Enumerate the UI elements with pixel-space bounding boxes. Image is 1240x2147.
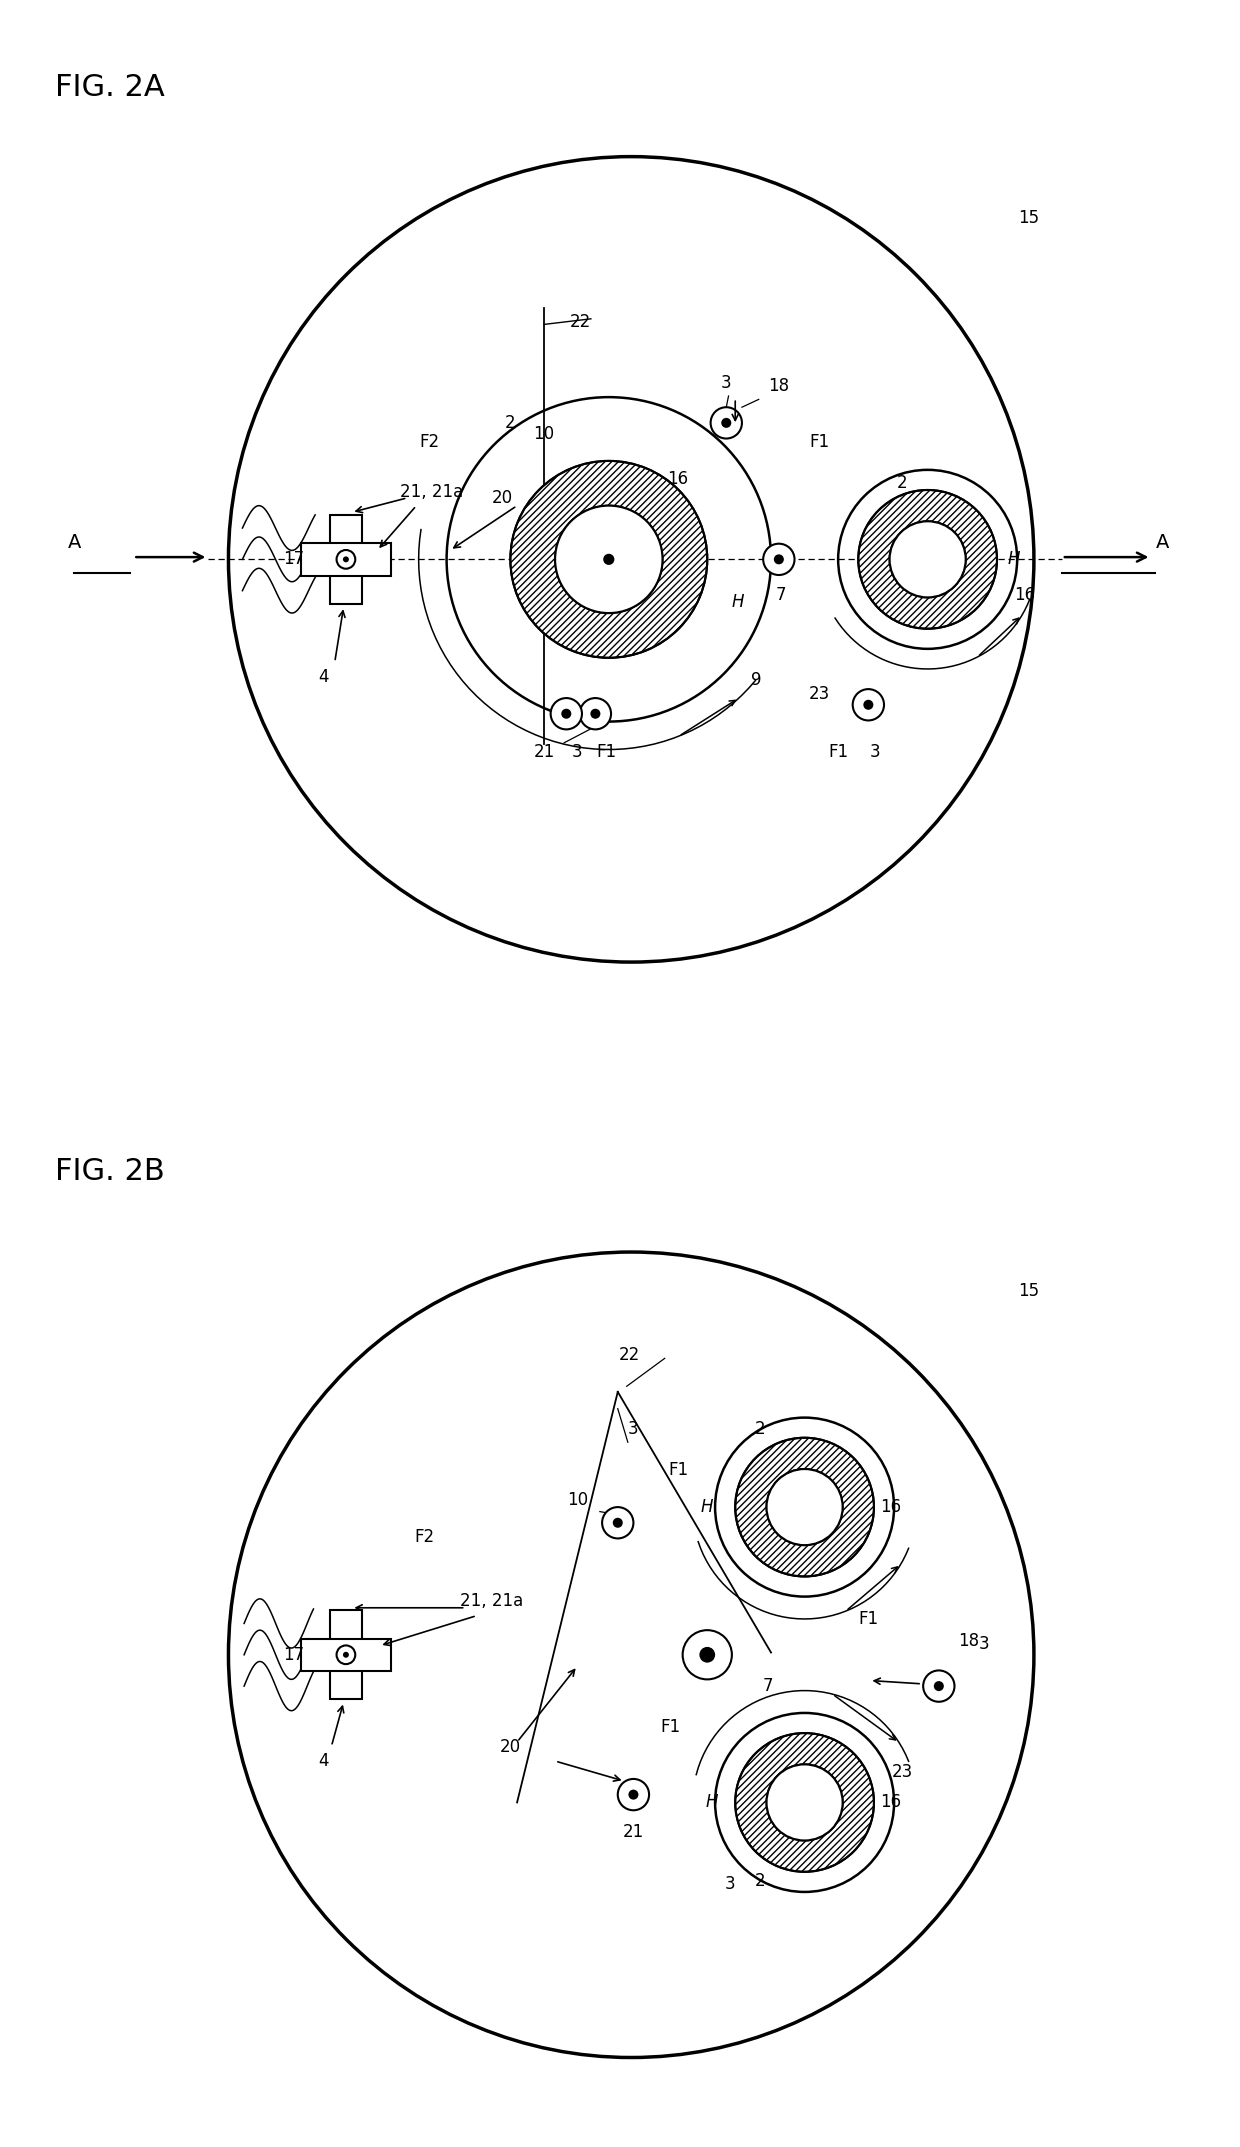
Text: 23: 23 [808, 685, 830, 702]
Text: H: H [1008, 550, 1021, 569]
Text: 2: 2 [505, 414, 516, 432]
Text: F2: F2 [420, 434, 440, 451]
Text: 3: 3 [720, 374, 732, 391]
Bar [301, 1638, 391, 1670]
Circle shape [889, 522, 966, 597]
Text: 21: 21 [533, 743, 554, 760]
Bar [330, 1610, 362, 1700]
Text: 21, 21a: 21, 21a [401, 483, 464, 500]
Circle shape [711, 408, 742, 438]
Circle shape [562, 709, 572, 719]
Text: F1: F1 [858, 1610, 878, 1627]
Text: F1: F1 [808, 434, 830, 451]
Text: 2: 2 [897, 474, 908, 492]
Text: FIG. 2A: FIG. 2A [55, 73, 165, 101]
Text: 3: 3 [724, 1874, 735, 1894]
Circle shape [336, 1645, 356, 1664]
Circle shape [590, 709, 600, 719]
Text: 4: 4 [319, 668, 329, 685]
Circle shape [603, 554, 614, 565]
Circle shape [853, 689, 884, 721]
Text: F2: F2 [414, 1529, 434, 1546]
Text: 16: 16 [667, 470, 688, 487]
Circle shape [774, 554, 784, 565]
Text: 21, 21a: 21, 21a [460, 1593, 523, 1610]
Text: 9: 9 [751, 672, 761, 689]
Circle shape [603, 1507, 634, 1539]
Circle shape [934, 1681, 944, 1692]
Bar [330, 515, 362, 603]
Text: 3: 3 [869, 743, 880, 760]
Circle shape [863, 700, 873, 711]
Text: H: H [706, 1793, 718, 1812]
Text: 10: 10 [567, 1492, 588, 1509]
Text: 22: 22 [619, 1346, 640, 1363]
Text: F1: F1 [668, 1462, 688, 1479]
Text: 22: 22 [570, 313, 591, 331]
Circle shape [763, 543, 795, 575]
Text: 16: 16 [1014, 586, 1035, 603]
Circle shape [556, 507, 662, 614]
Circle shape [336, 550, 356, 569]
Text: 7: 7 [763, 1677, 773, 1696]
Circle shape [766, 1469, 843, 1546]
Circle shape [551, 698, 582, 730]
Text: 16: 16 [880, 1499, 901, 1516]
Text: A: A [67, 532, 81, 552]
Circle shape [683, 1630, 732, 1679]
Text: 3: 3 [978, 1634, 988, 1653]
Text: 10: 10 [533, 425, 554, 442]
Circle shape [343, 556, 348, 563]
Text: 18: 18 [769, 378, 790, 395]
Text: H: H [701, 1499, 713, 1516]
Circle shape [580, 698, 611, 730]
Circle shape [343, 1651, 348, 1657]
Text: 3: 3 [572, 743, 583, 760]
Text: FIG. 2B: FIG. 2B [55, 1157, 165, 1185]
Text: 23: 23 [892, 1763, 913, 1782]
Circle shape [699, 1647, 715, 1662]
Circle shape [618, 1780, 649, 1810]
Text: H: H [732, 593, 744, 612]
Text: 21: 21 [622, 1823, 644, 1840]
Circle shape [613, 1518, 622, 1529]
Bar [301, 543, 391, 575]
Text: F1: F1 [828, 743, 848, 760]
Text: 4: 4 [319, 1752, 329, 1769]
Text: 15: 15 [1018, 1282, 1039, 1301]
Circle shape [629, 1791, 639, 1799]
Text: 2: 2 [754, 1419, 765, 1438]
Text: 20: 20 [500, 1737, 521, 1756]
Circle shape [766, 1765, 843, 1840]
Text: 17: 17 [283, 550, 304, 569]
Text: F1: F1 [596, 743, 616, 760]
Text: 16: 16 [880, 1793, 901, 1812]
Text: 18: 18 [959, 1632, 980, 1651]
Text: 17: 17 [283, 1647, 304, 1664]
Text: 7: 7 [776, 586, 786, 603]
Text: 20: 20 [492, 490, 513, 507]
Text: F1: F1 [660, 1718, 681, 1737]
Text: 15: 15 [1018, 208, 1039, 228]
Text: 2: 2 [754, 1872, 765, 1889]
Circle shape [722, 419, 732, 427]
Text: A: A [1156, 532, 1169, 552]
Circle shape [923, 1670, 955, 1703]
Text: 3: 3 [629, 1419, 639, 1438]
